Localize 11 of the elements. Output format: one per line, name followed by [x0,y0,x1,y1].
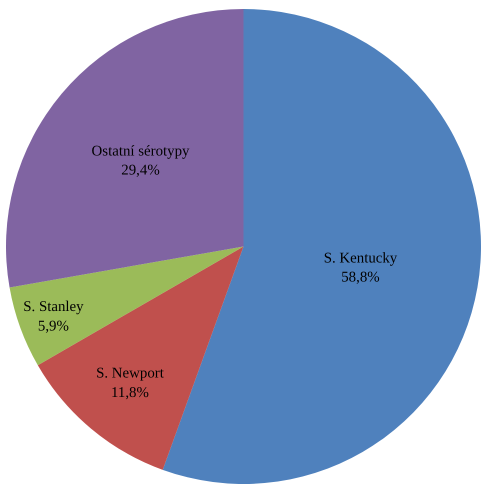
pie-slice [10,246,244,366]
slice-label: Ostatní sérotypy [92,143,190,160]
data-label: 5,9% [38,318,69,334]
slice-label: S. Stanley [23,298,84,315]
slice-label: S. Newport [96,365,165,382]
data-label: 11,8% [111,384,149,401]
data-label: 29,4% [121,162,160,179]
pie-slice [6,9,244,288]
pie-slice [38,246,244,470]
data-label: 58,8% [341,270,380,286]
slice-label: S. Kentucky [324,250,398,266]
